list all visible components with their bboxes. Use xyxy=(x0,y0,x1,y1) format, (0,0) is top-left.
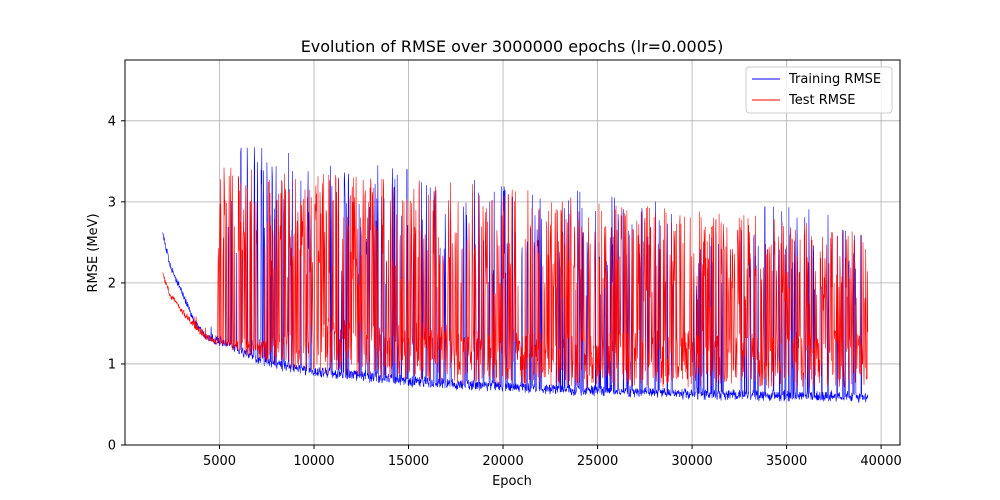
x-tick-label: 35000 xyxy=(766,454,807,469)
x-tick-label: 20000 xyxy=(482,454,523,469)
ticks: 5000 10000 15000 20000 25000 30000 35000 40000 0… xyxy=(108,114,902,469)
legend-box xyxy=(745,66,893,114)
y-tick-label: 2 xyxy=(108,276,116,291)
x-tick-label: 15000 xyxy=(388,454,429,469)
y-tick-label: 0 xyxy=(108,439,116,454)
series-line-test-rmse xyxy=(162,167,869,389)
series-layer xyxy=(162,147,869,403)
y-tick-label: 4 xyxy=(108,114,116,129)
legend-label-training: Training RMSE xyxy=(788,72,881,87)
plot-frame xyxy=(124,59,901,446)
legend-label-test: Test RMSE xyxy=(788,93,855,108)
legend: Training RMSE Test RMSE xyxy=(745,66,893,114)
y-tick-label: 3 xyxy=(108,195,116,210)
chart-title: Evolution of RMSE over 3000000 epochs (l… xyxy=(301,37,724,56)
x-tick-label: 25000 xyxy=(577,454,618,469)
x-tick-label: 40000 xyxy=(860,454,901,469)
y-tick-label: 1 xyxy=(108,357,116,372)
x-tick-label: 5000 xyxy=(203,454,236,469)
y-axis-label: RMSE (MeV) xyxy=(86,213,101,292)
x-tick-label: 30000 xyxy=(671,454,712,469)
x-tick-label: 10000 xyxy=(293,454,334,469)
series-line-training-rmse xyxy=(162,147,869,403)
x-axis-label: Epoch xyxy=(492,474,532,489)
